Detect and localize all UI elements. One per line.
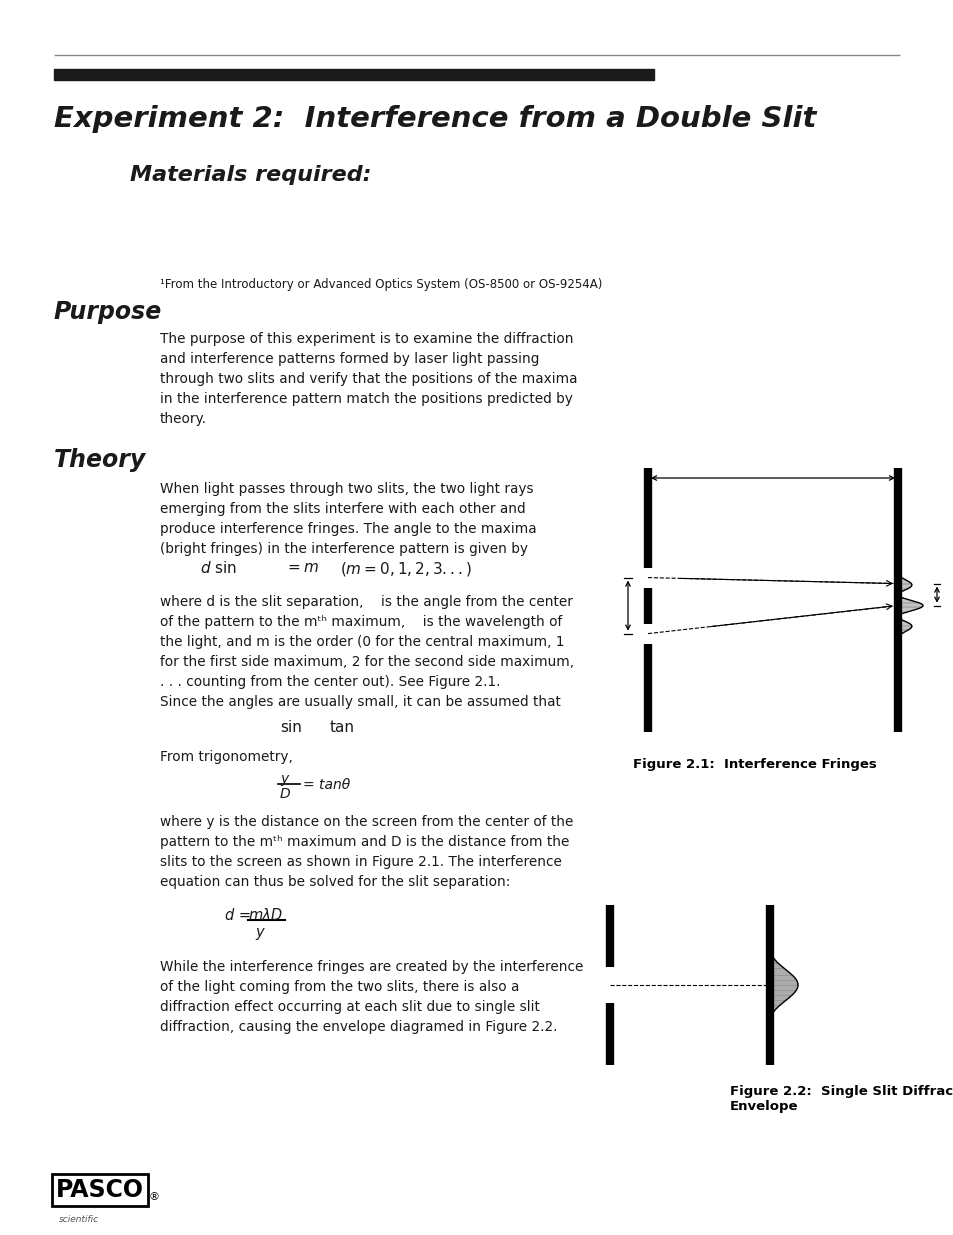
Text: From trigonometry,: From trigonometry, [160,750,293,764]
Text: where d is the slit separation,    is the angle from the center
of the pattern t: where d is the slit separation, is the a… [160,595,574,689]
Text: tan: tan [330,720,355,735]
Text: Materials required:: Materials required: [130,165,371,185]
Text: Experiment 2:  Interference from a Double Slit: Experiment 2: Interference from a Double… [54,105,816,133]
Text: Purpose: Purpose [54,300,162,324]
Text: $d$ sin: $d$ sin [200,559,237,576]
Text: ®: ® [149,1192,160,1202]
Text: When light passes through two slits, the two light rays
emerging from the slits : When light passes through two slits, the… [160,482,536,556]
Text: scientific: scientific [59,1215,99,1224]
Text: sin: sin [280,720,301,735]
Text: Theory: Theory [54,448,146,472]
Text: = tanθ: = tanθ [303,778,350,792]
Text: Figure 2.2:  Single Slit Diffraction
Envelope: Figure 2.2: Single Slit Diffraction Enve… [729,1086,953,1113]
Text: $= m$: $= m$ [285,559,319,576]
Text: While the interference fringes are created by the interference
of the light comi: While the interference fringes are creat… [160,960,583,1034]
Bar [54,69,654,80]
Text: D: D [280,787,291,802]
Text: Figure 2.1:  Interference Fringes: Figure 2.1: Interference Fringes [633,758,876,771]
Text: d =: d = [225,908,251,923]
Text: PASCO: PASCO [56,1178,144,1202]
Text: mλD: mλD [248,908,282,923]
Text: ¹From the Introductory or Advanced Optics System (OS-8500 or OS-9254A): ¹From the Introductory or Advanced Optic… [160,278,601,291]
Text: y: y [280,772,288,785]
Text: Since the angles are usually small, it can be assumed that: Since the angles are usually small, it c… [160,695,560,709]
Text: y: y [254,925,263,940]
Text: $(m = 0, 1, 2, 3 . . .)$: $(m = 0, 1, 2, 3 . . .)$ [339,559,472,578]
Text: The purpose of this experiment is to examine the diffraction
and interference pa: The purpose of this experiment is to exa… [160,332,577,426]
Text: where y is the distance on the screen from the center of the
pattern to the mᵗʰ : where y is the distance on the screen fr… [160,815,573,889]
